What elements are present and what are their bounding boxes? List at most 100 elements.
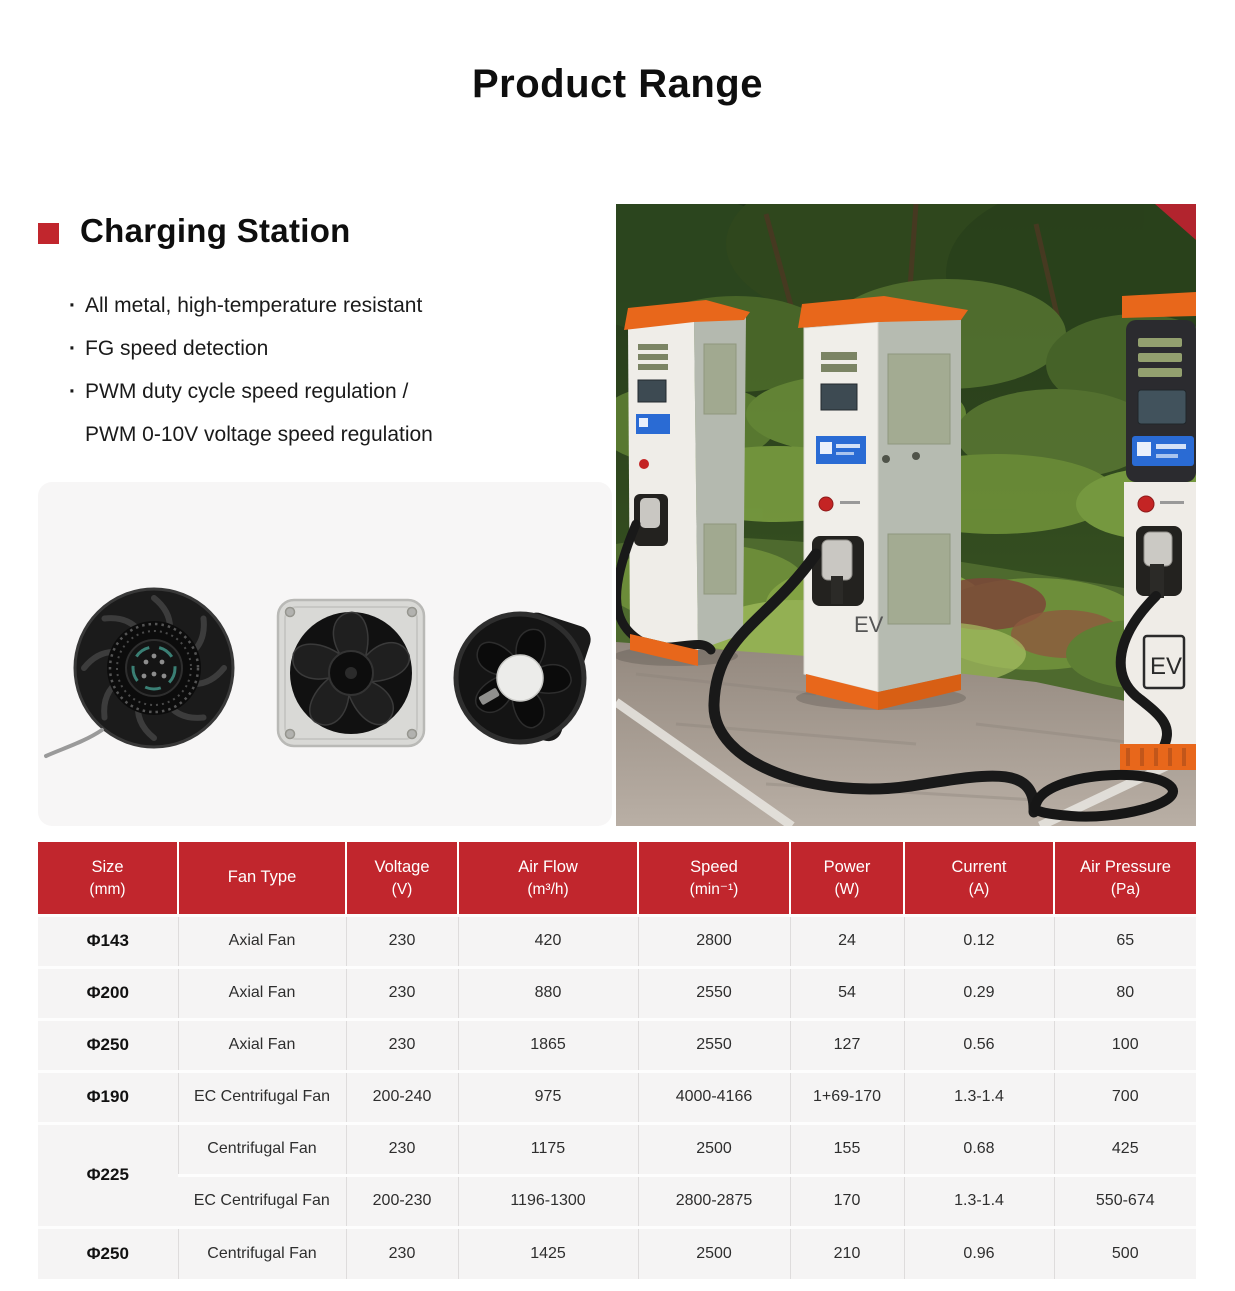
table-cell: 230 (345, 913, 458, 967)
table-cell: 425 (1053, 1121, 1196, 1175)
feature-item: · FG speed detection (60, 327, 600, 370)
pavement (616, 642, 1196, 826)
charging-kiosk-left (616, 300, 750, 666)
ev-stencil-label: EV (854, 612, 884, 637)
table-cell: 0.29 (903, 965, 1054, 1019)
charging-station-scene: EV EV (616, 204, 1196, 826)
charging-kiosk-middle: EV (708, 296, 1040, 818)
charging-station-photo: EV EV (616, 204, 1196, 826)
table-cell: 230 (345, 1225, 458, 1279)
table-cell: Axial Fan (177, 965, 346, 1019)
feature-text: FG speed detection (85, 336, 269, 360)
table-cell: 2500 (637, 1121, 790, 1175)
table-cell: Axial Fan (177, 913, 346, 967)
section-header: Charging Station (38, 212, 351, 250)
table-cell: 127 (789, 1017, 904, 1071)
table-row: Φ250 Axial Fan 230 1865 2550 127 0.56 100 (38, 1017, 1196, 1071)
ground-cable-loop (1029, 769, 1178, 822)
table-cell: 2550 (637, 965, 790, 1019)
feature-item: · All metal, high-temperature resistant (60, 284, 600, 327)
table-cell: 1865 (457, 1017, 638, 1071)
table-cell: 500 (1053, 1225, 1196, 1279)
table-cell: 100 (1053, 1017, 1196, 1071)
axial-fan-round-illustration (453, 611, 591, 745)
table-row: Φ225 Centrifugal Fan 230 1175 2500 155 0.68 425 (38, 1121, 1196, 1227)
table-cell: 54 (789, 965, 904, 1019)
section-title: Charging Station (80, 212, 351, 249)
table-body: Φ143 Axial Fan 230 420 2800 24 0.12 65 Φ200 Axial… (38, 913, 1196, 1279)
table-cell: 975 (457, 1069, 638, 1123)
page-title: Product Range (472, 62, 763, 106)
size-cell: Φ250 (38, 1225, 178, 1279)
column-header: Fan Type (177, 842, 346, 915)
dot-bullet-icon: · (69, 379, 76, 403)
table-header: Size (mm) Fan Type Voltage (V) Air Flow (m³/h)… (38, 842, 1196, 915)
size-cell: Φ225 (38, 1121, 178, 1227)
charging-cable-middle (708, 548, 1040, 818)
centrifugal-fan-illustration (44, 587, 235, 758)
table-cell: 170 (789, 1173, 904, 1227)
table-cell: 700 (1053, 1069, 1196, 1123)
table-row: Φ190 EC Centrifugal Fan 200-240 975 4000-416… (38, 1069, 1196, 1123)
table-cell: 1175 (457, 1121, 638, 1175)
table-cell: 65 (1053, 913, 1196, 967)
table-cell: 200-230 (345, 1173, 458, 1227)
column-header: Air Pressure (Pa) (1053, 842, 1196, 915)
column-header: Air Flow (m³/h) (457, 842, 638, 915)
table-cell: 1.3-1.4 (903, 1069, 1054, 1123)
size-cell: Φ143 (38, 913, 178, 967)
table-row: Φ143 Axial Fan 230 420 2800 24 0.12 65 (38, 913, 1196, 967)
table-cell: 4000-4166 (637, 1069, 790, 1123)
table-cell: 2550 (637, 1017, 790, 1071)
axial-fan-square-illustration (276, 598, 426, 748)
table-cell: 1425 (457, 1225, 638, 1279)
table-cell: 1196-1300 (457, 1173, 638, 1227)
size-cell: Φ200 (38, 965, 178, 1019)
table-cell: EC Centrifugal Fan (178, 1173, 346, 1227)
feature-list: · All metal, high-temperature resistant … (60, 284, 600, 456)
feature-text: All metal, high-temperature resistant (85, 293, 423, 317)
column-header: Speed (min⁻¹) (637, 842, 790, 915)
column-header: Voltage (V) (345, 842, 458, 915)
table-cell: 550-674 (1053, 1173, 1196, 1227)
charging-cable-right (1115, 591, 1172, 757)
table-cell: 2500 (637, 1225, 790, 1279)
table-row: Φ250 Centrifugal Fan 230 1425 2500 210 0.96 500 (38, 1225, 1196, 1279)
table-cell: 0.68 (903, 1121, 1054, 1175)
specification-table: Size (mm) Fan Type Voltage (V) Air Flow (m³/h)… (38, 842, 1196, 1279)
dot-bullet-icon: · (69, 293, 76, 317)
charging-kiosk-right: EV (1115, 292, 1196, 770)
table-cell: Centrifugal Fan (177, 1225, 346, 1279)
table-cell: 24 (789, 913, 904, 967)
column-header: Size (mm) (38, 842, 178, 915)
header-row: Size (mm) Fan Type Voltage (V) Air Flow (m³/h)… (38, 842, 1196, 915)
feature-item-continuation: · PWM 0-10V voltage speed regulation (60, 413, 600, 456)
red-corner-triangle (1155, 204, 1196, 240)
table-cell: 1+69-170 (789, 1069, 904, 1123)
dot-bullet-icon: · (69, 336, 76, 360)
column-header: Current (A) (903, 842, 1054, 915)
size-cell: Φ250 (38, 1017, 178, 1071)
table-cell: 210 (789, 1225, 904, 1279)
ev-logo-label: EV (1150, 653, 1182, 680)
table-row: EC Centrifugal Fan 200-230 1196-1300 2800-2… (38, 1173, 1196, 1227)
table-cell: 230 (345, 1121, 458, 1175)
table-cell: Centrifugal Fan (177, 1121, 346, 1175)
size-cell: Φ190 (38, 1069, 178, 1123)
table-cell: 200-240 (345, 1069, 458, 1123)
table-cell: 230 (345, 1017, 458, 1071)
table-cell: 230 (345, 965, 458, 1019)
table-cell: 0.96 (903, 1225, 1054, 1279)
table-cell: 2800-2875 (637, 1173, 790, 1227)
table-row: Φ200 Axial Fan 230 880 2550 54 0.29 80 (38, 965, 1196, 1019)
table-cell: 2800 (637, 913, 790, 967)
table-cell: Axial Fan (177, 1017, 346, 1071)
table-cell: 880 (457, 965, 638, 1019)
feature-text: PWM 0-10V voltage speed regulation (85, 422, 433, 446)
table-cell: EC Centrifugal Fan (177, 1069, 346, 1123)
table-cell: 0.56 (903, 1017, 1054, 1071)
feature-text: PWM duty cycle speed regulation / (85, 379, 409, 403)
parking-line-left (616, 698, 795, 826)
red-square-bullet-icon (38, 222, 59, 244)
